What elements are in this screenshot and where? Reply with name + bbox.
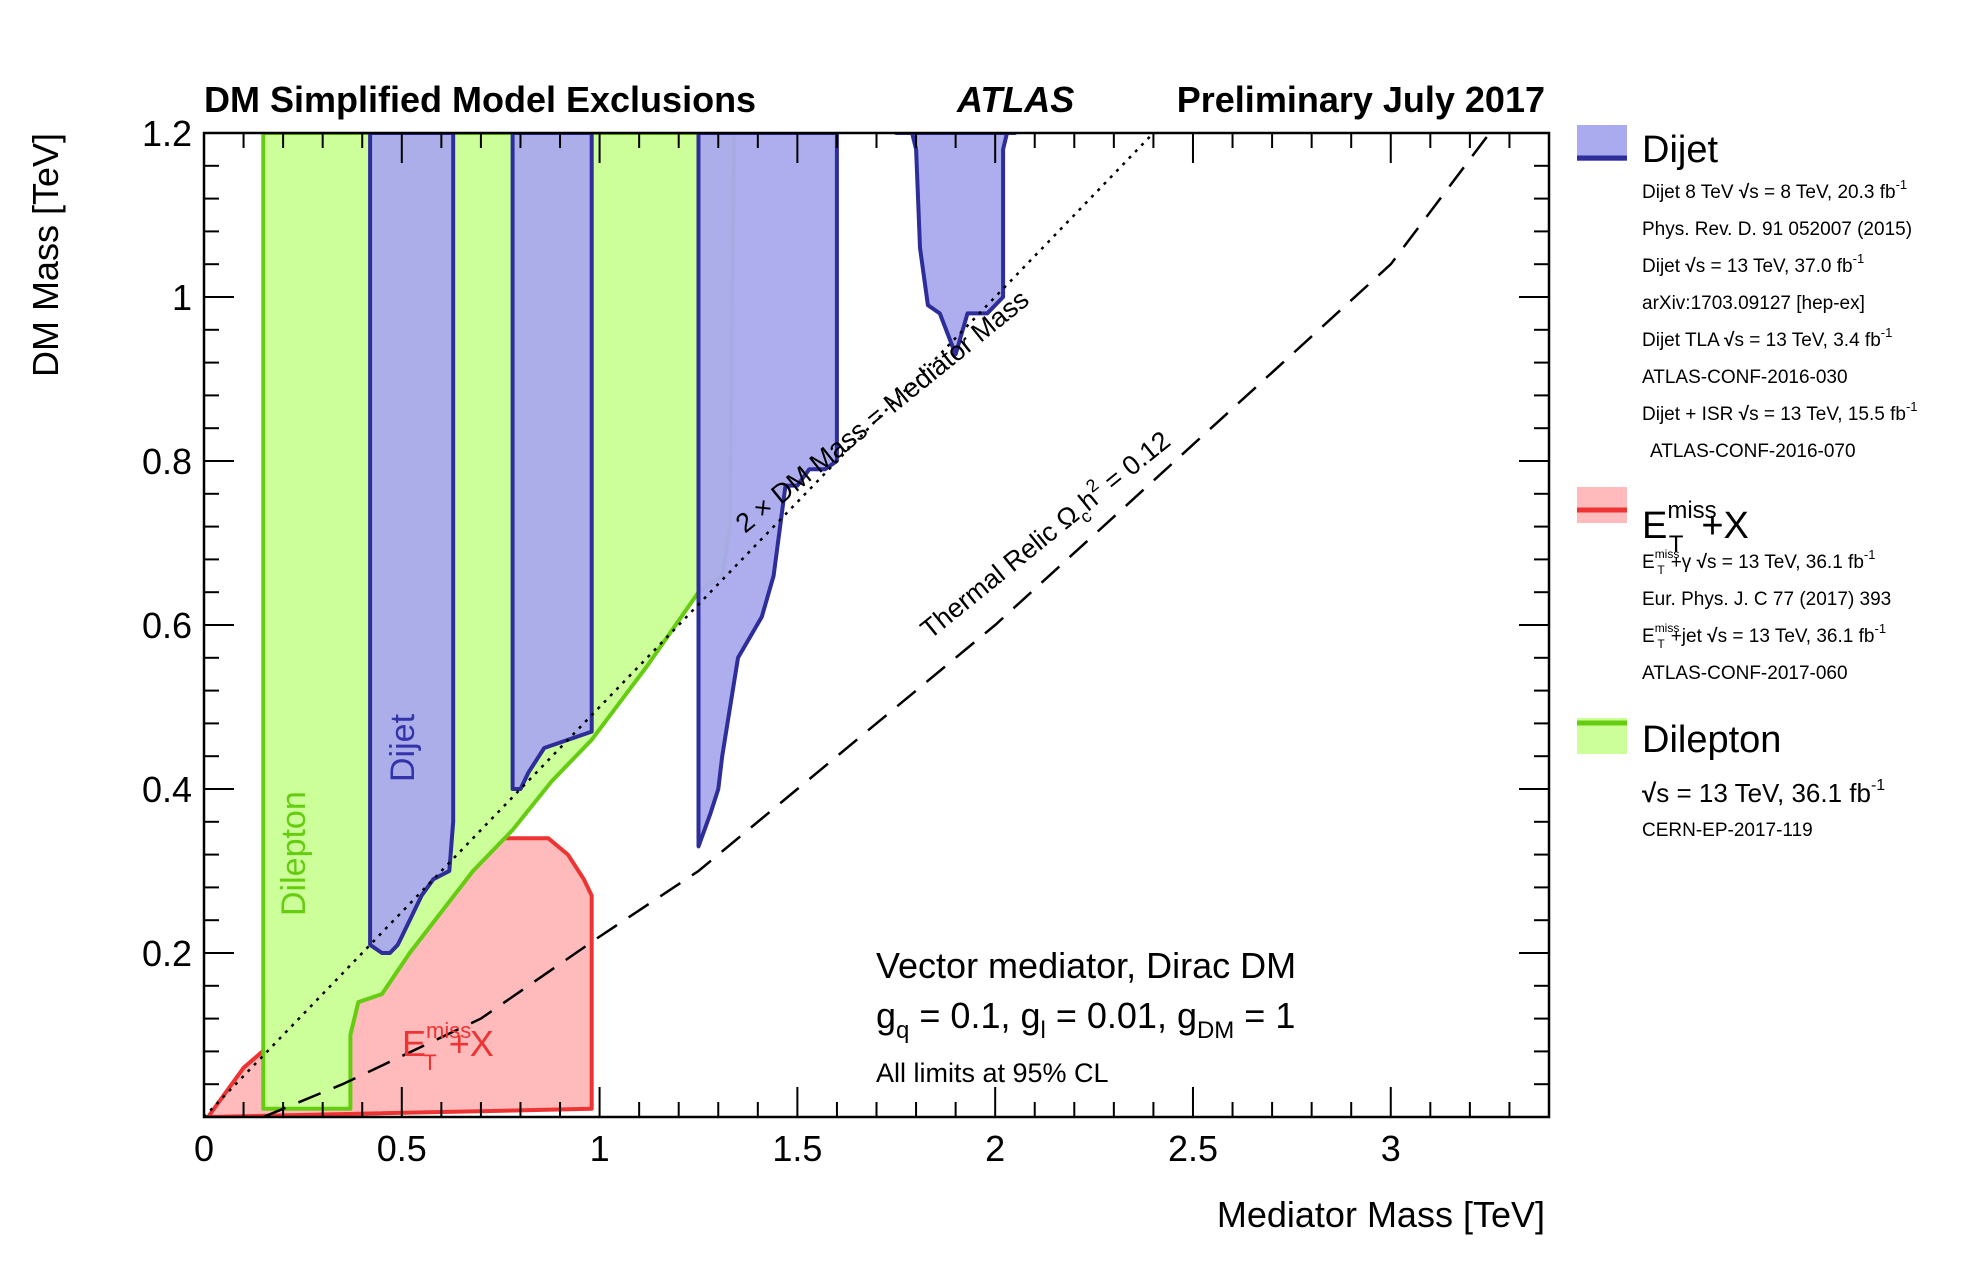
y-tick-label: 0.4: [142, 769, 192, 810]
chart-title: DM Simplified Model Exclusions: [204, 79, 756, 120]
legend-title-etmiss: Emiss T +X: [1642, 497, 1749, 558]
legend-ref: Dijet TLA √s = 13 TeV, 3.4 fb-1: [1642, 325, 1892, 351]
legend-dilepton-pub: CERN-EP-2017-119: [1642, 820, 1813, 841]
reference-lines: [204, 133, 1491, 1117]
legend-ref: Emiss T +γ √s = 13 TeV, 36.1 fb-1: [1642, 547, 1875, 577]
legend-ref: Dijet + ISR √s = 13 TeV, 15.5 fb-1: [1642, 399, 1918, 425]
x-axis-label: Mediator Mass [TeV]: [1217, 1194, 1545, 1235]
etmiss-region-label: Emiss T +X: [402, 1018, 494, 1075]
legend-ref-pub: ATLAS-CONF-2016-030: [1642, 367, 1848, 388]
legend-ref-pub: ATLAS-CONF-2016-070: [1650, 441, 1856, 462]
legend-ref-pub: arXiv:1703.09127 [hep-ex]: [1642, 293, 1865, 314]
axis-ticks: [203, 132, 1550, 1118]
atlas-label: ATLAS: [956, 79, 1074, 120]
x-tick-label: 1: [590, 1128, 610, 1169]
exclusion-regions: [206, 133, 1017, 1117]
y-axis-label: DM Mass [TeV]: [25, 133, 66, 377]
region-dijet-1: [368, 133, 456, 955]
x-tick-label: 0.5: [377, 1128, 427, 1169]
legend: Dijet Dijet 8 TeV √s = 8 TeV, 20.3 fb-1 P…: [1577, 125, 1918, 841]
legend-ref-pub: Eur. Phys. J. C 77 (2017) 393: [1642, 589, 1891, 610]
region-dijet-2: [510, 133, 594, 791]
legend-ref: Dijet 8 TeV √s = 8 TeV, 20.3 fb-1: [1642, 177, 1907, 203]
relic-reference-line: [262, 133, 1491, 1117]
x-tick-label: 3: [1381, 1128, 1401, 1169]
y-tick-label: 1: [172, 277, 192, 318]
legend-swatch-dijet: [1577, 125, 1627, 161]
legend-swatch-etmiss: [1577, 487, 1627, 523]
status-label: Preliminary July 2017: [1177, 79, 1545, 120]
x-tick-label: 2.5: [1168, 1128, 1218, 1169]
model-line-3: All limits at 95% CL: [876, 1058, 1109, 1088]
legend-dilepton-energy: √s = 13 TeV, 36.1 fb-1: [1642, 777, 1885, 808]
region-dijet-3: [696, 133, 839, 849]
legend-title-dijet: Dijet: [1642, 129, 1718, 171]
y-tick-label: 0.2: [142, 933, 192, 974]
y-tick-label: 0.6: [142, 605, 192, 646]
x-tick-label: 2: [985, 1128, 1005, 1169]
legend-ref-pub: Phys. Rev. D. 91 052007 (2015): [1642, 219, 1912, 240]
dilepton-region-label: Dilepton: [275, 791, 313, 916]
legend-ref: Dijet √s = 13 TeV, 37.0 fb-1: [1642, 251, 1864, 277]
legend-ref-pub: ATLAS-CONF-2017-060: [1642, 663, 1848, 684]
model-line-2: gq = 0.1, gl = 0.01, gDM = 1: [876, 995, 1295, 1044]
dijet-region-label: Dijet: [384, 713, 422, 782]
y-tick-label: 0.8: [142, 441, 192, 482]
x-tick-label: 0: [194, 1128, 214, 1169]
model-line-1: Vector mediator, Dirac DM: [876, 945, 1296, 986]
legend-ref: Emiss T +jet √s = 13 TeV, 36.1 fb-1: [1642, 621, 1886, 651]
legend-dijet-refs: Dijet 8 TeV √s = 8 TeV, 20.3 fb-1 Phys. R…: [1642, 177, 1918, 462]
legend-title-dilepton: Dilepton: [1642, 719, 1781, 761]
y-tick-label: 1.2: [142, 113, 192, 154]
axis-tick-labels: 0 0.5 1 1.5 2 2.5 3 0.2 0.4 0.6 0.8 1 1.2: [142, 113, 1401, 1169]
diag-reference-line: [204, 133, 1155, 1117]
region-dijet-4: [894, 133, 1017, 357]
x-tick-label: 1.5: [772, 1128, 822, 1169]
legend-etmiss-refs: Emiss T +γ √s = 13 TeV, 36.1 fb-1 Eur. Phys…: [1642, 547, 1891, 684]
relic-line-label: Thermal Relic Ωch2 = 0.12: [912, 422, 1179, 649]
